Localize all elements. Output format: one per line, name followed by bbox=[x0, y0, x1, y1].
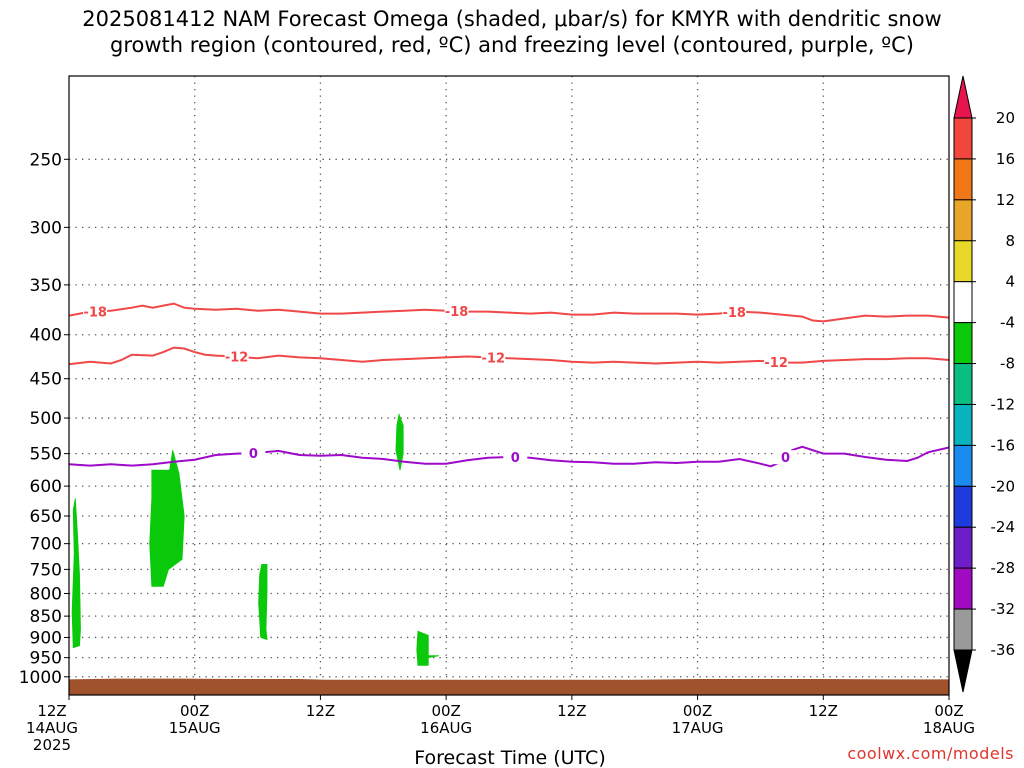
colorbar-segment bbox=[953, 608, 973, 651]
x-tick-label: 00Z bbox=[934, 702, 963, 720]
contour-label-bg bbox=[241, 446, 266, 461]
x-tick-label: 2025 bbox=[33, 736, 71, 754]
colorbar-label: 12 bbox=[996, 191, 1015, 209]
contour-label: -18 bbox=[445, 305, 469, 320]
y-tick-label: 250 bbox=[30, 150, 62, 170]
x-tick-label: 00Z bbox=[431, 702, 460, 720]
colorbar-top-arrow bbox=[953, 75, 973, 119]
x-tick-label: 16AUG bbox=[420, 719, 472, 737]
chart-title: 2025081412 NAM Forecast Omega (shaded, μ… bbox=[82, 7, 942, 57]
contour-label: -18 bbox=[722, 306, 746, 321]
colorbar-segment bbox=[953, 363, 973, 405]
x-tick-label: 18AUG bbox=[923, 719, 975, 737]
colorbar-segment bbox=[953, 240, 973, 283]
y-tick-label: 700 bbox=[30, 535, 62, 555]
x-tick-label: 00Z bbox=[180, 702, 209, 720]
y-tick-label: 800 bbox=[30, 584, 62, 604]
y-tick-label: 600 bbox=[30, 477, 62, 497]
colorbar-segment bbox=[953, 281, 973, 324]
colorbar-label: -28 bbox=[991, 559, 1016, 577]
y-tick-label: 400 bbox=[30, 326, 62, 346]
contour-label-bg bbox=[83, 304, 108, 319]
colorbar-bottom-arrow bbox=[953, 649, 973, 693]
colorbar-segment bbox=[953, 485, 973, 528]
colorbar-label: -36 bbox=[991, 641, 1016, 659]
x-tick-label: 12Z bbox=[557, 702, 586, 720]
contour-label: -12 bbox=[482, 352, 506, 367]
contour-label-bg bbox=[773, 450, 798, 465]
colorbar-label: -32 bbox=[991, 600, 1016, 618]
colorbar-label: -20 bbox=[991, 477, 1016, 495]
x-tick-label: 12Z bbox=[306, 702, 335, 720]
omega-shade-region bbox=[416, 630, 439, 666]
colorbar-label: -24 bbox=[991, 518, 1016, 536]
contour-label: -12 bbox=[764, 356, 788, 371]
contour-line bbox=[69, 302, 949, 323]
contour-label: 0 bbox=[249, 447, 258, 462]
y-tick-label: 850 bbox=[30, 607, 62, 627]
x-tick-label: 12Z bbox=[809, 702, 838, 720]
y-tick-label: 450 bbox=[30, 370, 62, 390]
colorbar-label: 8 bbox=[1005, 232, 1015, 250]
x-tick-label: 17AUG bbox=[672, 719, 724, 737]
terrain-fill bbox=[69, 678, 949, 695]
colorbar-label: -16 bbox=[991, 436, 1016, 454]
omega-shade-region bbox=[395, 412, 404, 471]
colorbar-segment bbox=[953, 199, 973, 242]
x-tick-label: 15AUG bbox=[169, 719, 221, 737]
contour-line bbox=[69, 346, 949, 366]
colorbar-label: 4 bbox=[1005, 273, 1015, 291]
colorbar-label: 20 bbox=[996, 109, 1015, 127]
omega-shade-region bbox=[149, 450, 185, 587]
y-tick-label: 650 bbox=[30, 507, 62, 527]
colorbar-segment bbox=[953, 444, 973, 487]
colorbar-segment bbox=[953, 322, 973, 365]
x-tick-label: 14AUG bbox=[26, 719, 78, 737]
contour-label-bg bbox=[224, 349, 249, 364]
contour-label: -18 bbox=[83, 305, 107, 320]
y-tick-label: 300 bbox=[30, 218, 62, 238]
y-tick-label: 950 bbox=[30, 649, 62, 669]
x-axis-label: Forecast Time (UTC) bbox=[414, 747, 605, 768]
colorbar-label: -8 bbox=[1000, 355, 1015, 373]
contour-label: 0 bbox=[781, 451, 790, 466]
y-tick-label: 900 bbox=[30, 628, 62, 648]
plot-area: -18 -18 -18 -12 -12 -12 0 0 0 bbox=[69, 76, 949, 695]
contour-label: 0 bbox=[511, 451, 520, 466]
y-tick-label: 550 bbox=[30, 445, 62, 465]
y-tick-label: 350 bbox=[30, 276, 62, 296]
colorbar-segment bbox=[953, 158, 973, 201]
contour-label-bg bbox=[764, 355, 789, 370]
colorbar-label: 16 bbox=[996, 150, 1015, 168]
contour-label: -12 bbox=[225, 350, 249, 365]
plot-frame bbox=[68, 75, 950, 696]
colorbar-segment bbox=[953, 117, 973, 160]
colorbar-segment bbox=[953, 403, 973, 446]
colorbar-label: -12 bbox=[991, 395, 1016, 413]
contour-label-bg bbox=[444, 304, 469, 319]
y-tick-label: 500 bbox=[30, 409, 62, 429]
y-tick-label: 1000 bbox=[19, 668, 62, 688]
x-tick-label: 12Z bbox=[37, 702, 66, 720]
contour-label-bg bbox=[481, 350, 506, 365]
omega-shade-region bbox=[258, 564, 268, 641]
colorbar-segment bbox=[953, 567, 973, 610]
omega-shade-region bbox=[71, 498, 81, 649]
y-tick-label: 750 bbox=[30, 560, 62, 580]
colorbar-segment bbox=[953, 526, 973, 569]
colorbar-label: -4 bbox=[1000, 314, 1015, 332]
contour-line bbox=[69, 445, 949, 468]
contour-label-bg bbox=[722, 305, 747, 320]
x-tick-label: 00Z bbox=[683, 702, 712, 720]
site-credit[interactable]: coolwx.com/models bbox=[847, 744, 1014, 763]
contour-label-bg bbox=[503, 450, 528, 465]
